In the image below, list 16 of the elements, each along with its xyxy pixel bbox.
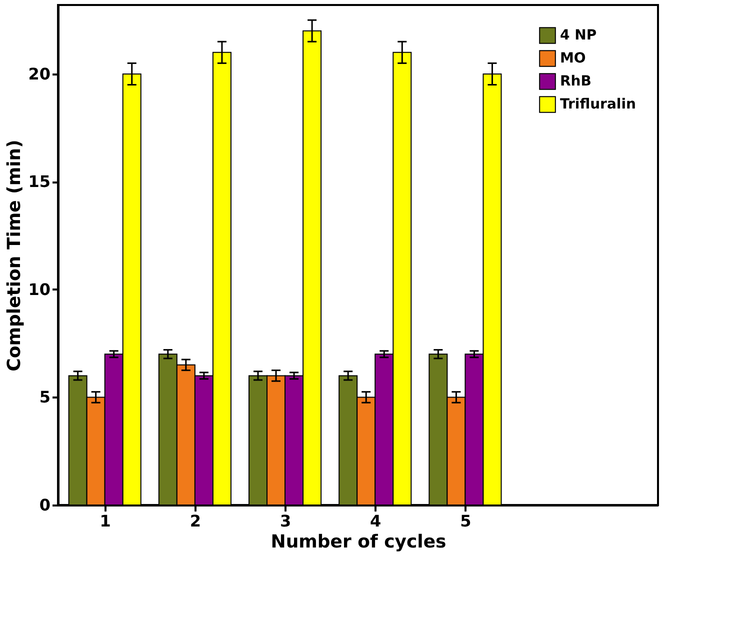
y-tick-label: 0 <box>39 496 50 514</box>
legend-label: RhB <box>560 74 592 90</box>
x-tick-label: 2 <box>190 512 202 530</box>
legend-label: 4 NP <box>560 28 597 44</box>
y-tick-label: 15 <box>28 172 50 192</box>
x-tick-label: 5 <box>460 512 472 530</box>
y-tick-label: 5 <box>39 388 50 407</box>
legend-label: Trifluralin <box>560 96 636 112</box>
y-tick-label: 20 <box>28 64 50 84</box>
x-tick-label: 3 <box>280 512 292 530</box>
legend-label: MO <box>560 50 586 66</box>
x-axis-title: Number of cycles <box>270 532 446 552</box>
x-tick-label: 4 <box>370 512 382 530</box>
x-tick-label: 1 <box>100 512 111 530</box>
y-axis-title: Completion Time (min) <box>4 140 26 372</box>
y-tick-label: 10 <box>28 280 50 299</box>
